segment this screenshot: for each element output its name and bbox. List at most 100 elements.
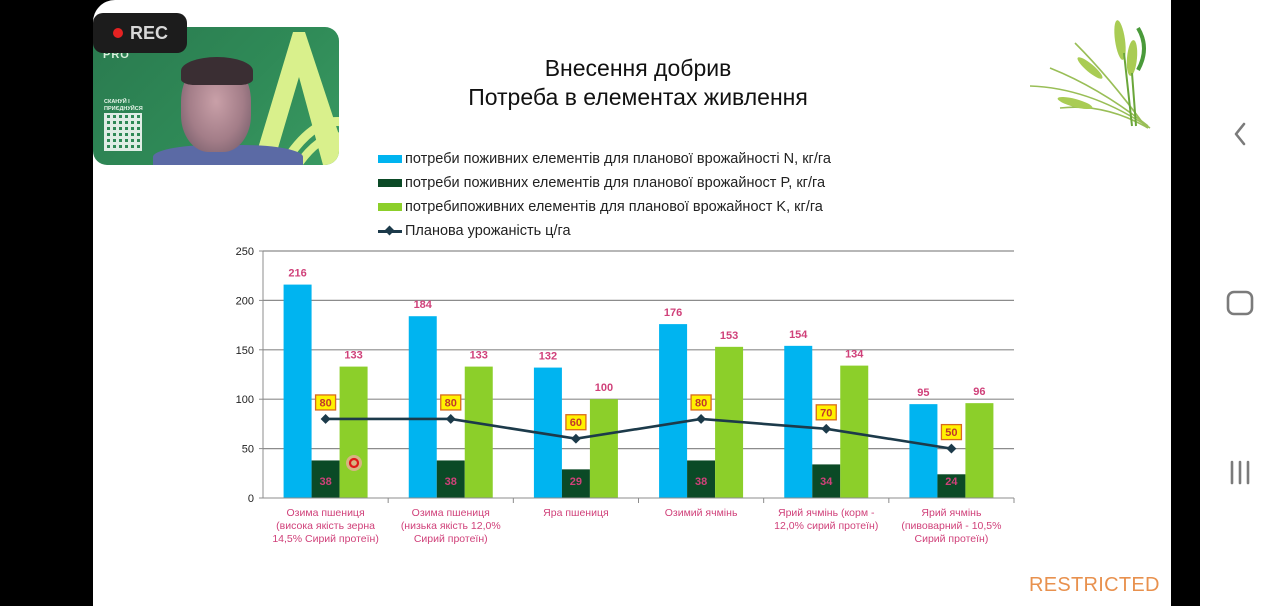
bar-k-value-label: 96 (973, 386, 985, 398)
legend-swatch-yield (378, 226, 402, 236)
y-tick-label: 50 (242, 444, 254, 456)
home-icon (1226, 290, 1254, 316)
y-tick-label: 0 (248, 493, 254, 505)
android-nav-bar (1200, 0, 1280, 606)
yield-label-box (815, 404, 837, 421)
yield-label-box (565, 414, 587, 431)
recents-icon (1230, 460, 1250, 485)
chart-bars (283, 284, 994, 498)
yield-point (946, 443, 957, 454)
bar-k-value-label: 153 (720, 330, 738, 342)
bar-n-value-label: 176 (664, 307, 682, 319)
yield-line-path (325, 417, 952, 450)
y-tick-label: 100 (236, 394, 254, 406)
yield-point (570, 433, 581, 444)
bar-n (283, 284, 312, 498)
category-label: Озима пшениця (412, 507, 490, 519)
category-label: 14,5% Сирий протеїн) (272, 533, 379, 545)
webcam-scan-line1: СКАНУЙ І (104, 99, 130, 105)
nav-recents-button[interactable] (1218, 450, 1262, 494)
nav-home-button[interactable] (1218, 281, 1262, 325)
category-label: Сирий протеїн) (915, 533, 989, 545)
bar-p (311, 460, 340, 498)
legend-item-p: потреби поживних елементів для планової … (378, 171, 831, 195)
category-label: (низька якість 12,0% (401, 520, 501, 532)
recording-dot-icon (113, 28, 123, 38)
bar-k (965, 403, 994, 498)
legend-label-k: потребипоживних елементів для планової в… (405, 199, 823, 215)
category-label: (пивоварний - 10,5% (901, 520, 1001, 532)
yield-value-label: 80 (445, 397, 457, 409)
bar-n-value-label: 154 (789, 329, 808, 341)
bar-k (464, 366, 493, 498)
slide-title-line2: Потреба в елементах живлення (468, 84, 808, 110)
bar-k-value-label: 133 (344, 350, 362, 362)
bar-n (659, 324, 688, 498)
category-label: 12,0% сирий протеїн) (774, 520, 878, 532)
y-tick-label: 150 (236, 345, 254, 357)
bar-k (339, 366, 368, 498)
bar-k (589, 399, 618, 498)
pointer-icon (348, 457, 360, 469)
legend-swatch-n (378, 155, 402, 163)
bar-p (812, 464, 841, 498)
chart-legend: потреби поживних елементів для планової … (378, 147, 831, 243)
restricted-label: RESTRICTED (1029, 574, 1160, 596)
speaker-hair (181, 57, 253, 85)
bar-p (561, 469, 590, 498)
bar-p-value-label: 34 (820, 476, 833, 488)
legend-label-n: потреби поживних елементів для планової … (405, 151, 831, 167)
bar-k-value-label: 100 (595, 382, 613, 394)
bar-k-value-label: 134 (845, 349, 864, 361)
category-label: Яра пшениця (543, 507, 609, 519)
bar-p (687, 460, 716, 498)
legend-item-n: потреби поживних елементів для планової … (378, 147, 831, 171)
bar-n (408, 316, 437, 498)
chart-data-labels: 216 38 133 184 38 133 132 29 100 176 38 153 154 34 134… (288, 268, 985, 488)
bar-n-value-label: 95 (917, 387, 929, 399)
nav-back-button[interactable] (1218, 112, 1262, 156)
webcam-scan-line2: ПРИЄДНУЙСЯ (104, 106, 143, 112)
bar-n (784, 345, 813, 498)
yield-label-box (440, 394, 462, 411)
y-tick-label: 200 (236, 295, 254, 307)
bar-n-value-label: 184 (414, 299, 433, 311)
category-label: (висока якість зерна (276, 520, 375, 532)
bar-p-value-label: 24 (945, 476, 958, 488)
yield-value-label: 60 (570, 417, 582, 429)
bar-p (436, 460, 465, 498)
legend-label-yield: Планова урожаність ц/га (405, 223, 571, 239)
legend-swatch-k (378, 203, 402, 211)
category-label: Озимий ячмінь (665, 507, 738, 519)
legend-swatch-p (378, 179, 402, 187)
legend-item-k: потребипоживних елементів для планової в… (378, 195, 831, 219)
bar-k-value-label: 133 (470, 350, 488, 362)
bar-p-value-label: 29 (570, 476, 582, 488)
webcam-scan-text: СКАНУЙ І ПРИЄДНУЙСЯ (104, 99, 143, 113)
brand-logo-icon (253, 32, 339, 165)
yield-label-box (940, 423, 963, 441)
legend-item-yield: Планова урожаність ц/га (378, 219, 831, 243)
category-label: Сирий протеїн) (414, 533, 488, 545)
bar-p-value-label: 38 (445, 476, 457, 488)
category-label: Ярий ячмінь (921, 507, 982, 519)
bar-p-value-label: 38 (695, 476, 707, 488)
yield-point (821, 423, 832, 434)
y-tick-label: 250 (236, 246, 254, 258)
bar-n (909, 404, 938, 498)
bar-n-value-label: 132 (539, 351, 557, 363)
recording-badge[interactable]: REC (93, 13, 187, 53)
pointer-highlight (346, 455, 362, 471)
yield-value-label: 50 (945, 427, 957, 439)
recording-label: REC (130, 22, 169, 43)
bar-p-value-label: 38 (319, 476, 331, 488)
category-label: Ярий ячмінь (корм - (778, 507, 875, 519)
bar-p (937, 474, 966, 498)
qr-code-icon (104, 113, 142, 151)
yield-point (696, 414, 707, 424)
category-label: Озима пшениця (287, 507, 365, 519)
yield-point (320, 414, 331, 424)
yield-value-label: 70 (820, 407, 832, 419)
